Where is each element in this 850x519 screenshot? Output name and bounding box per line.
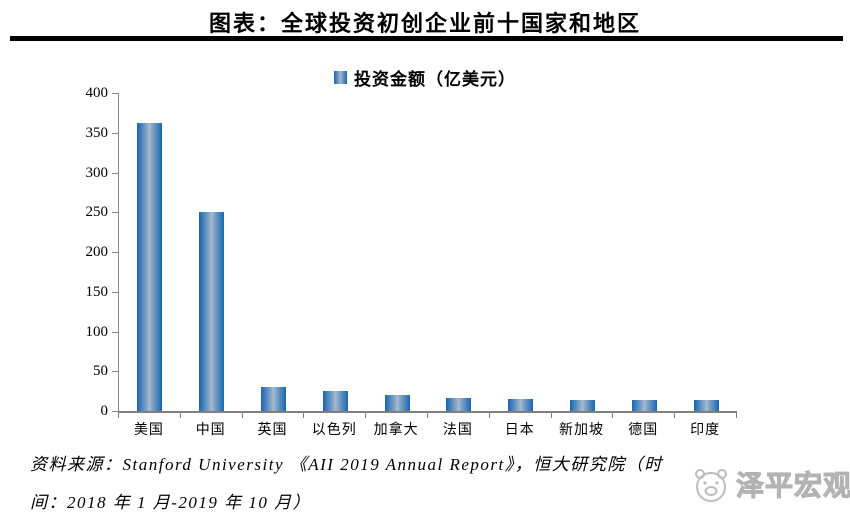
x-category-label: 美国 <box>133 423 164 438</box>
x-tick-mark <box>303 413 305 418</box>
y-tick-label: 100 <box>85 323 109 340</box>
bar-10 <box>693 399 719 411</box>
bar-chart: 0 50 100 150 200 250 300 350 400 美国 中国 英国 以色列 加拿大 法国 日… <box>0 85 850 443</box>
y-tick-mark <box>112 172 118 174</box>
y-tick-label: 300 <box>85 164 109 181</box>
bar-6 <box>446 398 472 411</box>
x-category-label: 以色列 <box>311 423 357 438</box>
x-category-label: 加拿大 <box>373 423 419 438</box>
bar-7 <box>508 399 534 411</box>
x-tick-mark <box>488 413 490 418</box>
bar-5 <box>384 395 410 411</box>
bar-9 <box>631 399 657 411</box>
x-category-label: 英国 <box>257 423 288 438</box>
y-tick-mark <box>112 252 118 253</box>
x-category-label: 中国 <box>195 423 226 438</box>
y-tick-mark <box>112 411 118 412</box>
x-category-label: 新加坡 <box>558 423 604 438</box>
y-tick-mark <box>112 132 118 134</box>
legend-marker-icon <box>334 71 347 84</box>
bar-8 <box>570 399 595 411</box>
plot-area <box>118 93 737 413</box>
x-category-label: 德国 <box>628 423 659 438</box>
bar-3 <box>261 387 286 411</box>
y-tick-mark <box>112 93 118 94</box>
x-category-label: 日本 <box>504 423 535 438</box>
y-tick-mark <box>112 212 118 214</box>
x-tick-mark <box>736 413 737 418</box>
y-tick-label: 0 <box>100 403 109 419</box>
y-tick-label: 350 <box>85 124 109 141</box>
y-tick-label: 250 <box>85 204 109 221</box>
bar-2 <box>199 212 225 411</box>
watermark-label: 泽平宏观 <box>735 470 850 502</box>
chart-title: 图表：全球投资初创企业前十国家和地区 <box>208 11 641 36</box>
bar-1 <box>137 123 163 411</box>
x-category-label: 法国 <box>442 423 473 438</box>
bar-4 <box>322 391 348 411</box>
x-tick-mark <box>241 413 243 418</box>
y-tick-label: 150 <box>85 283 109 300</box>
y-tick-mark <box>112 331 118 333</box>
y-tick-label: 200 <box>85 244 109 260</box>
y-tick-mark <box>112 291 118 293</box>
y-tick-label: 400 <box>85 85 109 101</box>
x-tick-mark <box>427 413 428 418</box>
x-tick-mark <box>612 413 614 418</box>
x-tick-mark <box>118 413 119 418</box>
x-tick-mark <box>674 413 676 418</box>
x-tick-mark <box>179 413 181 418</box>
y-tick-mark <box>112 371 118 373</box>
chart-legend: 投资金额（亿美元） <box>0 65 850 90</box>
source-line-1: 资料来源：Stanford University 《AII 2019 Annua… <box>30 455 663 474</box>
x-category-label: 印度 <box>690 423 721 438</box>
source-line-2: 间：2018 年 1 月-2019 年 10 月） <box>30 493 312 512</box>
x-tick-mark <box>365 413 367 418</box>
source-note: 资料来源：Stanford University 《AII 2019 Annua… <box>30 446 730 519</box>
legend-label: 投资金额（亿美元） <box>354 70 516 89</box>
x-tick-mark <box>550 413 552 418</box>
title-divider <box>10 36 843 41</box>
watermark: 泽平宏观 <box>690 462 850 506</box>
zeping-macro-logo-icon <box>695 469 727 502</box>
y-tick-label: 50 <box>93 363 108 380</box>
